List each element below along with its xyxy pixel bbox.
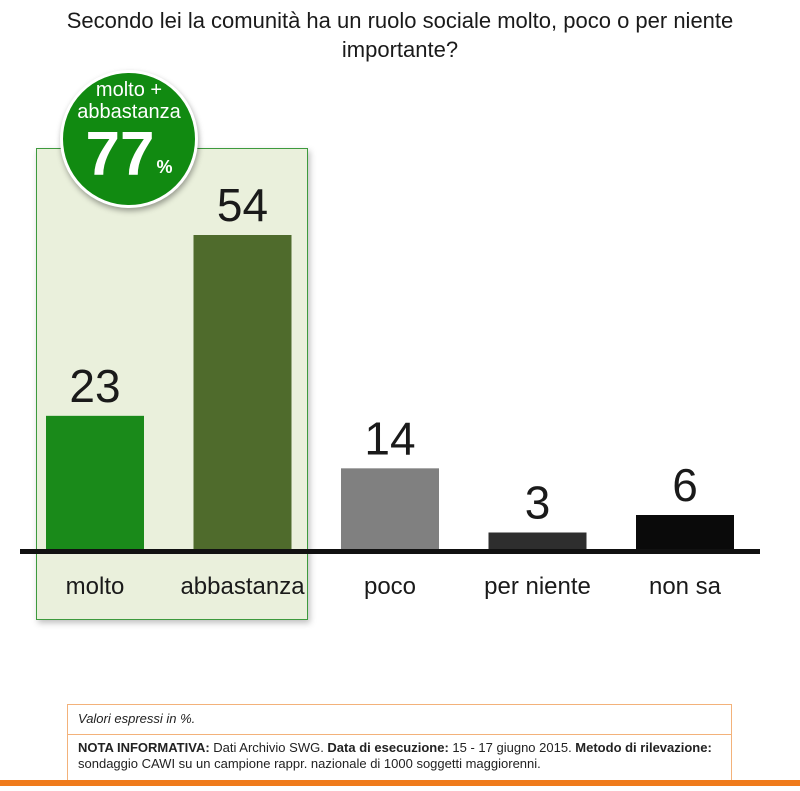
bar-per-niente xyxy=(488,532,587,550)
data-text: 15 - 17 giugno 2015. xyxy=(448,740,576,755)
nota-text: Dati Archivio SWG. xyxy=(209,740,328,755)
chart-title: Secondo lei la comunità ha un ruolo soci… xyxy=(66,8,734,62)
category-label: molto xyxy=(66,573,125,600)
value-label: 54 xyxy=(217,179,268,231)
value-label: 6 xyxy=(672,459,698,511)
bar-abbastanza xyxy=(193,235,292,550)
metodo-label: Metodo di rilevazione: xyxy=(575,740,712,755)
value-label: 3 xyxy=(525,477,551,529)
badge-unit: % xyxy=(156,157,173,177)
x-axis-baseline xyxy=(20,549,760,554)
badge-number: 77 xyxy=(85,120,155,189)
badge-value: 77% xyxy=(63,123,195,199)
badge-label: molto + abbastanza xyxy=(77,79,181,123)
category-label: non sa xyxy=(649,573,722,600)
info-note: NOTA INFORMATIVA: Dati Archivio SWG. Dat… xyxy=(67,734,732,780)
bar-poco xyxy=(341,468,439,550)
data-label: Data di esecuzione: xyxy=(327,740,449,755)
category-label: abbastanza xyxy=(180,573,305,600)
nota-label: NOTA INFORMATIVA: xyxy=(78,740,210,755)
bar-molto xyxy=(46,415,144,550)
bar-chart: 23 molto 54 abbastanza 14 poco 3 per niente 6 non… xyxy=(20,179,760,600)
value-label: 14 xyxy=(364,412,415,464)
summary-badge: molto + abbastanza 77% xyxy=(60,70,198,208)
category-label: poco xyxy=(364,573,416,600)
metodo-text: sondaggio CAWI su un campione rappr. naz… xyxy=(78,756,541,771)
bar-non-sa xyxy=(636,515,734,550)
category-label: per niente xyxy=(484,573,591,600)
values-note: Valori espressi in %. xyxy=(67,704,732,734)
value-label: 23 xyxy=(69,360,120,412)
footer-rule xyxy=(0,780,800,786)
